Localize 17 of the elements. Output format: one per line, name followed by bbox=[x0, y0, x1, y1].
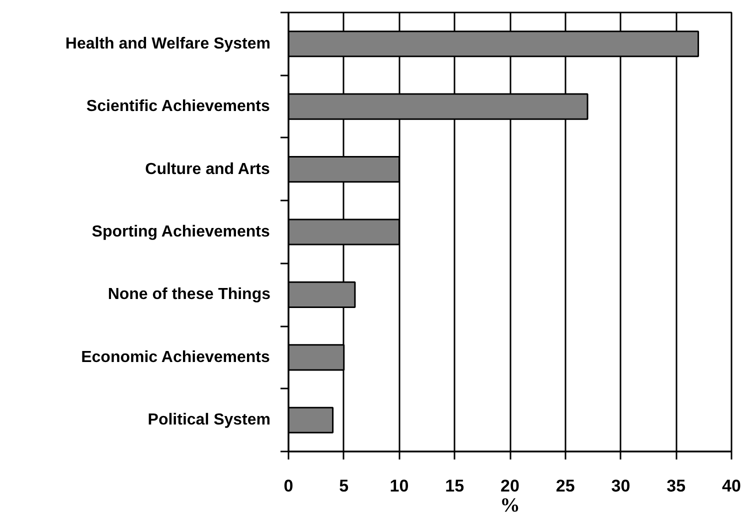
x-tick-label: 5 bbox=[339, 476, 349, 496]
y-tick-label: Health and Welfare System bbox=[65, 35, 270, 52]
x-tick-label: 10 bbox=[390, 476, 409, 496]
y-tick-label: None of these Things bbox=[108, 286, 271, 304]
x-tick-label: 30 bbox=[611, 476, 630, 496]
x-tick-label: 15 bbox=[445, 476, 464, 496]
y-tick-label: Culture and Arts bbox=[145, 160, 270, 178]
x-tick-label: 20 bbox=[500, 476, 520, 496]
y-tick-label: Political System bbox=[148, 412, 270, 429]
x-tick-label: 0 bbox=[284, 476, 294, 496]
x-tick-label: 25 bbox=[556, 476, 575, 496]
y-tick-label: Scientific Achievements bbox=[86, 98, 270, 116]
x-tick-label: 40 bbox=[722, 476, 741, 496]
y-tick-label: Sporting Achievements bbox=[92, 224, 270, 240]
y-tick-label: Economic Achievements bbox=[81, 348, 270, 366]
x-axis-title: % bbox=[500, 494, 520, 516]
x-tick-label: 35 bbox=[666, 476, 686, 496]
